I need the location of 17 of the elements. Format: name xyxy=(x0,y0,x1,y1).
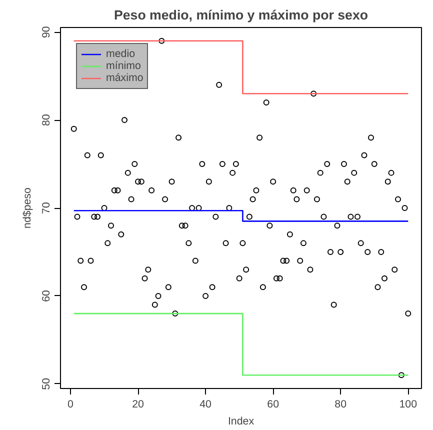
x-tick-label: 100 xyxy=(399,398,418,410)
y-tick-label: 50 xyxy=(40,378,52,390)
x-tick-label: 80 xyxy=(334,398,347,410)
x-tick-label: 0 xyxy=(68,398,74,410)
y-tick-label: 90 xyxy=(40,26,52,38)
chart-title: Peso medio, mínimo y máximo por sexo xyxy=(114,8,368,22)
legend-label: medio xyxy=(106,48,136,60)
y-axis-title: nd$peso xyxy=(22,187,34,228)
x-tick-label: 20 xyxy=(132,398,144,410)
y-tick-label: 70 xyxy=(40,202,52,214)
x-tick-label: 40 xyxy=(200,398,212,410)
legend-label: máximo xyxy=(106,72,144,84)
y-tick-label: 80 xyxy=(40,114,52,126)
y-tick-label: 60 xyxy=(40,290,52,302)
x-axis-title: Index xyxy=(228,416,255,428)
x-tick-label: 60 xyxy=(267,398,280,410)
legend-label: mínimo xyxy=(106,60,141,72)
